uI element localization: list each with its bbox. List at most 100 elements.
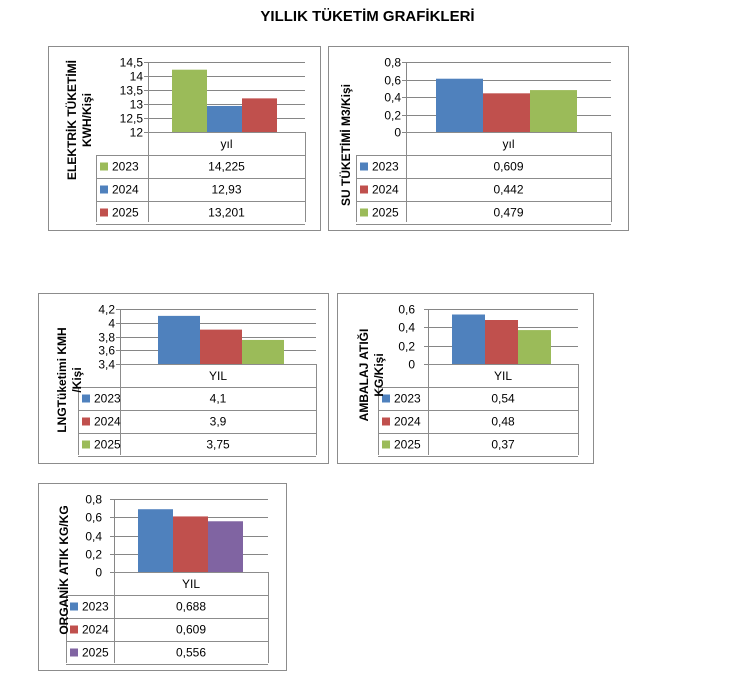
category-label: YIL — [209, 369, 227, 383]
data-label: 4,1 — [210, 392, 227, 406]
legend-key-2024 — [82, 417, 90, 426]
y-tick-label: 4 — [108, 317, 115, 331]
legend-key-2023 — [100, 162, 108, 171]
bar-2025 — [530, 90, 577, 132]
bar-2024 — [483, 93, 530, 132]
chart-organic: 0,8 0,6 0,4 0,2 0 YIL 2023 0,688 2024 0,609 2025 0,… — [38, 483, 287, 671]
bar-2025 — [242, 98, 277, 132]
legend-label: 2024 — [82, 623, 109, 637]
y-tick-label: 12,5 — [120, 112, 144, 126]
category-label: yıl — [503, 137, 515, 151]
bar-2024 — [207, 105, 242, 132]
data-label: 14,225 — [208, 160, 245, 174]
data-label: 0,48 — [491, 415, 515, 429]
bar-2024 — [485, 320, 518, 364]
legend-label: 2023 — [372, 160, 399, 174]
chart-water: 0,8 0,6 0,4 0,2 0 yıl 2023 0,609 2024 0,442 2025 0,… — [328, 46, 629, 231]
y-axis-title: AMBALAJ ATIĞI KG/Kişi — [356, 329, 386, 422]
legend-key-2024 — [360, 185, 368, 194]
y-axis-title-line: ORGANİK ATIK KG/KG — [56, 505, 71, 634]
legend-key-2023 — [360, 162, 368, 171]
y-tick-label: 3,8 — [98, 331, 115, 345]
y-tick-label: 3,4 — [98, 358, 115, 372]
y-tick-label: 14,5 — [120, 56, 144, 70]
y-tick-label: 0,4 — [85, 530, 102, 544]
bar-2023 — [172, 69, 207, 132]
chart-frame — [48, 46, 321, 231]
y-tick-label: 0,4 — [384, 91, 401, 105]
data-label: 3,9 — [210, 415, 227, 429]
data-label: 0,54 — [491, 392, 515, 406]
bar-2023 — [158, 315, 200, 364]
legend-key-2023 — [70, 602, 78, 611]
y-axis-title-line: /Kişi — [70, 367, 84, 392]
legend-label: 2024 — [394, 415, 421, 429]
y-tick-label: 0 — [408, 358, 415, 372]
bar-2025 — [518, 330, 551, 364]
data-label: 12,93 — [211, 183, 241, 197]
y-tick-label: 0,6 — [398, 303, 415, 317]
y-tick-label: 0 — [394, 126, 401, 140]
y-tick-label: 0,2 — [384, 109, 401, 123]
y-tick-label: 4,2 — [98, 303, 115, 317]
y-axis-title-line: ELEKTRİK TÜKETİMİ — [64, 60, 79, 180]
bar-2023 — [138, 509, 173, 572]
chart-packaging: 0,6 0,4 0,2 0 YIL 2023 0,54 2024 0,48 2025 0,37 AMB… — [337, 293, 594, 464]
legend-label: 2025 — [112, 206, 139, 220]
y-tick-label: 0,8 — [384, 56, 401, 70]
y-axis-title-line: LNGTüketimi KMH — [55, 327, 69, 432]
y-tick-label: 0,6 — [384, 74, 401, 88]
y-axis-title: LNGTüketimi KMH/Kişi — [55, 327, 84, 432]
legend-key-2024 — [100, 185, 108, 194]
bar-2025 — [208, 521, 243, 572]
y-tick-label: 0,2 — [85, 548, 102, 562]
data-label: 0,688 — [176, 600, 206, 614]
y-tick-label: 13,5 — [120, 84, 144, 98]
y-axis-title-line: SU TÜKETİMİ M3/Kişi — [338, 84, 353, 206]
bar-2025 — [242, 339, 284, 364]
legend-key-2025 — [100, 208, 108, 217]
y-tick-label: 0,6 — [85, 511, 102, 525]
legend-label: 2023 — [394, 392, 421, 406]
y-tick-label: 12 — [130, 126, 144, 140]
bar-2024 — [200, 329, 242, 364]
legend-label: 2023 — [94, 392, 121, 406]
legend-key-2024 — [382, 417, 390, 426]
legend-label: 2024 — [372, 183, 399, 197]
legend-key-2023 — [82, 394, 90, 403]
y-tick-label: 0,2 — [398, 340, 415, 354]
legend-key-2025 — [82, 440, 90, 449]
y-tick-label: 0,4 — [398, 321, 415, 335]
legend-label: 2024 — [94, 415, 121, 429]
legend-label: 2025 — [82, 646, 109, 660]
y-tick-label: 0 — [95, 566, 102, 580]
legend-label: 2024 — [112, 183, 139, 197]
data-label: 0,37 — [491, 438, 515, 452]
category-label: yıl — [221, 137, 233, 151]
legend-label: 2025 — [394, 438, 421, 452]
legend-key-2025 — [382, 440, 390, 449]
bar-2023 — [452, 314, 485, 364]
y-axis-title: ELEKTRİK TÜKETİMİ KWH/Kişi — [64, 60, 94, 180]
legend-label: 2023 — [82, 600, 109, 614]
chart-frame — [328, 46, 629, 231]
data-label: 13,201 — [208, 206, 245, 220]
data-label: 0,609 — [176, 623, 206, 637]
data-label: 3,75 — [206, 438, 230, 452]
legend-key-2024 — [70, 625, 78, 634]
legend-label: 2023 — [112, 160, 139, 174]
y-axis-title: ORGANİK ATIK KG/KG — [56, 505, 71, 634]
y-axis-title-line: AMBALAJ ATIĞI — [356, 329, 371, 422]
data-label: 0,442 — [493, 183, 523, 197]
y-tick-label: 3,6 — [98, 344, 115, 358]
y-tick-label: 14 — [130, 70, 144, 84]
y-tick-label: 0,8 — [85, 493, 102, 507]
category-label: YIL — [182, 577, 200, 591]
y-axis-title: SU TÜKETİMİ M3/Kişi — [338, 84, 353, 206]
bar-2023 — [436, 78, 483, 132]
category-label: YIL — [494, 369, 512, 383]
y-tick-label: 13 — [130, 98, 144, 112]
bar-2024 — [173, 516, 208, 572]
y-axis-title-line: KG/Kişi — [372, 353, 386, 396]
